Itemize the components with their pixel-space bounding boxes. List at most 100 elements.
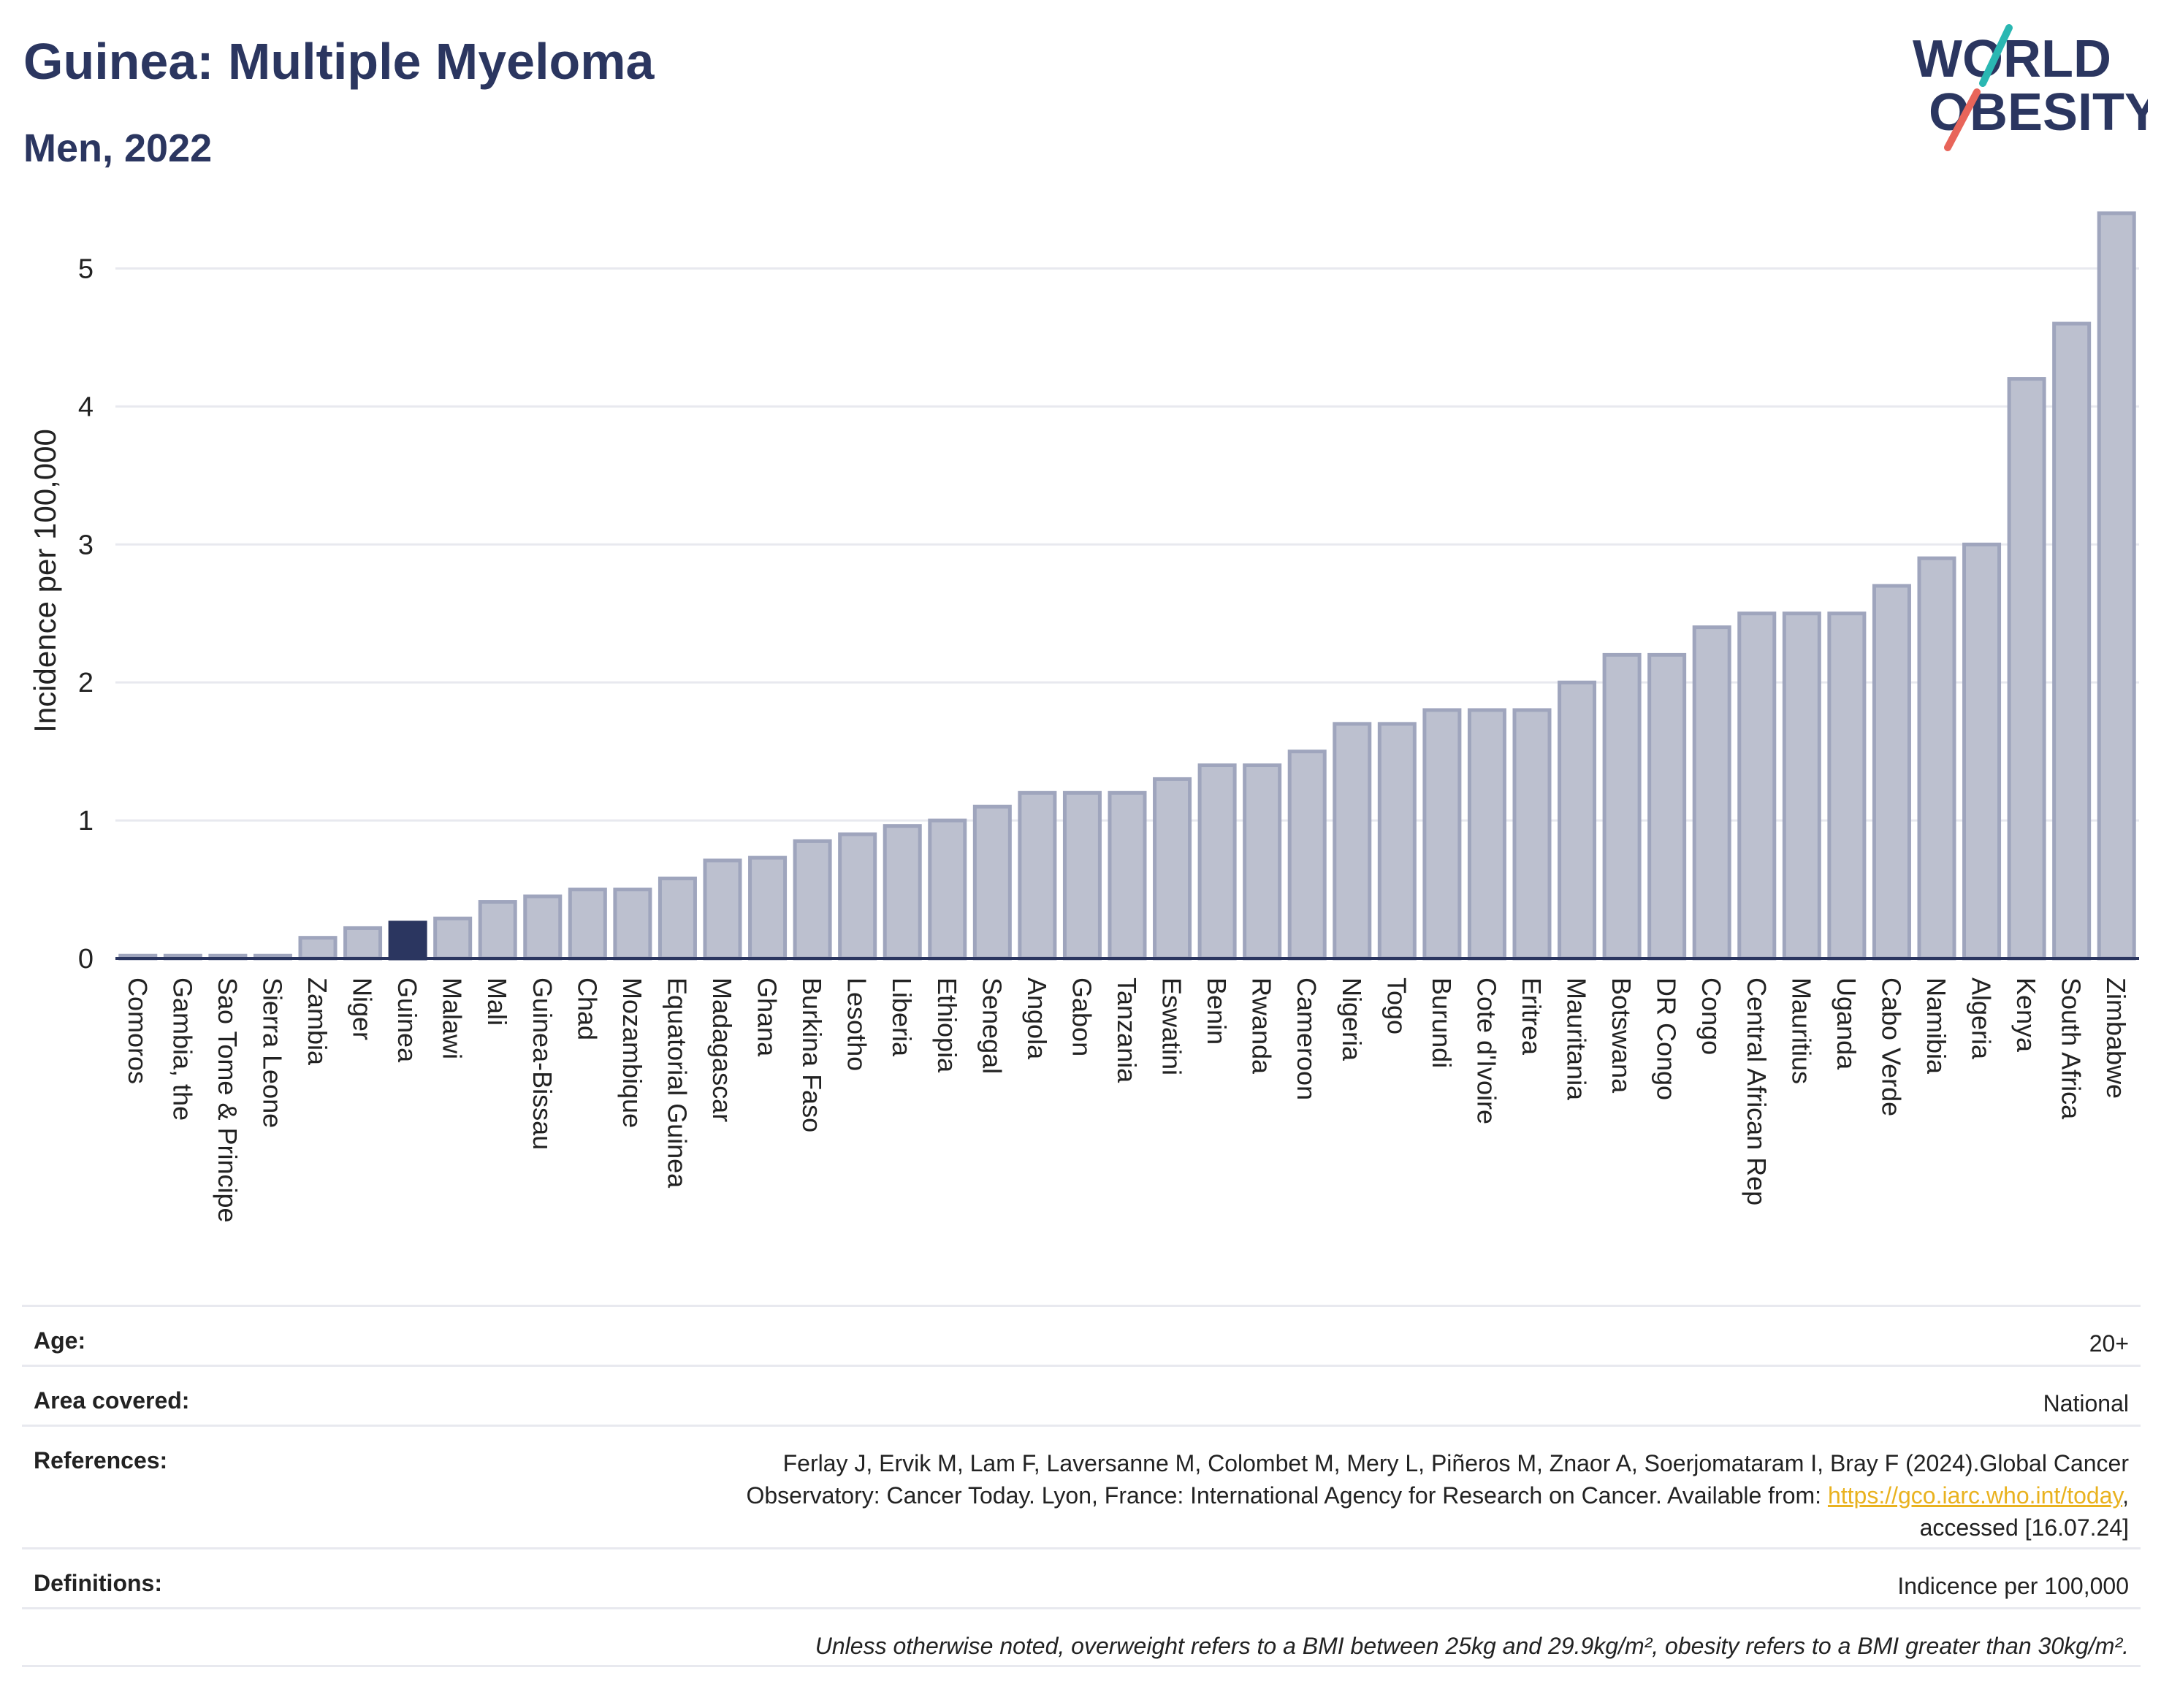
bar-zimbabwe [2097,211,2136,961]
bar-madagascar [703,858,742,961]
x-tick-label: Burundi [1427,977,1457,1068]
x-tick-label: Ghana [752,977,782,1057]
bar-malawi [433,916,473,961]
x-tick-label: South Africa [2057,977,2086,1120]
y-axis-ticks: 0 1 2 3 4 5 [78,253,94,975]
bar-mali [478,900,517,961]
age-label: Age: [34,1327,86,1354]
x-tick-label: Niger [348,977,378,1040]
y-tick-label: 2 [78,668,94,698]
world-obesity-logo: WORLD OBESITY [1913,24,2148,151]
x-tick-label: Tanzania [1112,977,1142,1083]
reference-comma: , [2122,1482,2129,1509]
bar-zambia [298,936,338,961]
x-tick-label: Algeria [1967,977,1997,1060]
x-tick-label: Sao Tome & Principe [213,977,243,1223]
info-table: Age: 20+ Area covered: National Referenc… [22,1305,2141,1667]
x-tick-label: Angola [1022,977,1052,1060]
x-axis-tick-labels: Comoros Gambia, the Sao Tome & Principe Sie… [123,977,2131,1223]
area-label: Area covered: [34,1387,190,1414]
logo-slash-teal [1979,24,2013,87]
x-tick-label: Uganda [1832,977,1861,1070]
x-tick-label: Chad [572,977,602,1040]
x-tick-label: Liberia [887,977,917,1057]
bar-namibia [1917,556,1956,961]
reference-link[interactable]: https://gco.iarc.who.int/today [1827,1482,2123,1509]
bar-lesotho [838,832,877,961]
x-tick-label: Kenya [2011,977,2041,1053]
x-tick-label: Comoros [123,977,153,1084]
x-tick-label: Namibia [1921,977,1951,1075]
x-tick-label: Lesotho [842,977,872,1071]
x-tick-label: Guinea-Bissau [527,977,557,1150]
x-tick-label: Malawi [438,977,468,1059]
bar-uganda [1827,611,1867,961]
x-tick-label: Congo [1696,977,1726,1055]
bar-eswatini [1153,777,1192,961]
x-tick-label: Gambia, the [167,977,197,1121]
bar-liberia [883,824,922,961]
info-row-area: Area covered: National [22,1365,2141,1425]
bar-cote-d-ivoire [1467,708,1506,961]
y-tick-label: 0 [78,944,94,975]
x-tick-label: Ethiopia [932,977,962,1073]
bar-ghana [748,855,788,961]
bar-eritrea [1512,708,1552,961]
bar-botswana [1602,652,1642,961]
bar-angola [1018,790,1057,961]
info-row-age: Age: 20+ [22,1305,2141,1365]
bar-mauritius [1782,611,1821,961]
bar-kenya [2007,377,2046,961]
x-tick-label: Burkina Faso [797,977,827,1132]
x-tick-label: Botswana [1607,977,1636,1094]
bar-equatorial-guinea [658,876,697,961]
x-tick-label: DR Congo [1652,977,1682,1100]
bar-algeria [1962,542,2002,961]
bar-benin [1197,763,1237,961]
reference-line-1: Ferlay J, Ervik M, Lam F, Laversanne M, … [782,1450,2129,1476]
x-tick-label: Benin [1202,977,1232,1045]
x-tick-label: Gabon [1067,977,1097,1056]
bar-senegal [972,804,1012,961]
bars [118,211,2136,961]
x-tick-label: Eswatini [1157,977,1187,1075]
x-tick-label: Zimbabwe [2101,977,2131,1099]
logo-slash-red [1944,88,1981,151]
x-tick-label: Zambia [302,977,332,1066]
x-tick-label: Mauritius [1786,977,1816,1084]
bar-chad [568,888,607,961]
bar-gabon [1062,790,1102,961]
x-tick-label: Sierra Leone [257,977,287,1128]
x-tick-label: Mauritania [1562,977,1592,1101]
bar-chart: 0 1 2 3 4 5 Comoros Gambia, the Sao Tome & Prin… [28,211,2139,1223]
bar-niger [343,926,383,961]
x-tick-label: Equatorial Guinea [662,977,692,1189]
bar-cameroon [1287,750,1327,961]
chart-title: Guinea: Multiple Myeloma [23,33,655,90]
y-tick-label: 1 [78,806,94,836]
y-tick-label: 4 [78,392,94,422]
y-tick-label: 5 [78,253,94,284]
x-tick-label: Togo [1381,977,1411,1034]
area-value: National [2043,1390,2129,1417]
definitions-value: Indicence per 100,000 [1897,1573,2129,1599]
x-tick-label: Guinea [392,977,422,1063]
bar-central-african-rep [1737,611,1777,961]
reference-line-2: Observatory: Cancer Today. Lyon, France:… [746,1482,1828,1509]
age-value: 20+ [2089,1330,2129,1357]
x-tick-label: Cote d'Ivoire [1471,977,1501,1124]
logo-word-world: WORLD [1913,30,2111,88]
bar-burkina-faso [793,839,832,961]
bar-mauritania [1558,680,1597,961]
y-tick-label: 3 [78,530,94,560]
bar-ethiopia [928,818,967,961]
bar-burundi [1422,708,1462,961]
bmi-note: Unless otherwise noted, overweight refer… [815,1633,2129,1659]
bar-guinea [388,920,427,961]
x-tick-label: Senegal [977,977,1007,1074]
x-tick-label: Rwanda [1247,977,1277,1075]
y-axis-label: Incidence per 100,000 [28,429,62,733]
x-tick-label: Mozambique [617,977,647,1128]
x-tick-label: Eritrea [1517,977,1547,1056]
bar-congo [1692,625,1731,961]
